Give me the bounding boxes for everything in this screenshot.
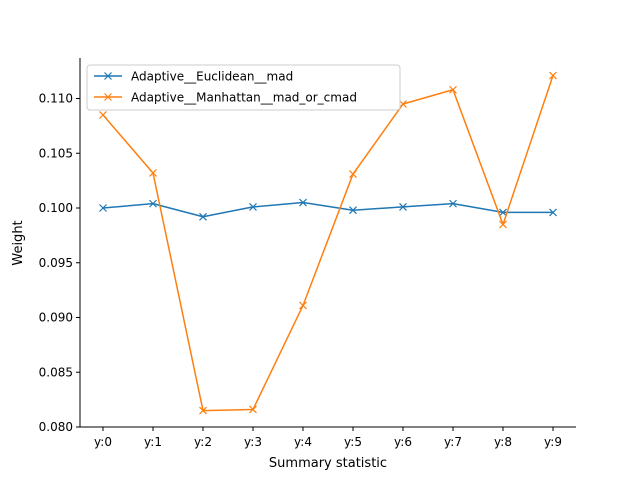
legend: Adaptive__Euclidean__mad Adaptive__Manhat… bbox=[86, 64, 401, 111]
data-point-marker bbox=[299, 301, 307, 310]
data-point-marker bbox=[99, 204, 107, 212]
legend-label-1: Adaptive__Euclidean__mad bbox=[131, 70, 293, 84]
data-point-marker bbox=[449, 85, 457, 94]
data-point-marker bbox=[349, 170, 357, 178]
x-tick-label: y:4 bbox=[294, 435, 312, 449]
y-tick-label: 0.085 bbox=[39, 365, 73, 379]
data-point-marker bbox=[499, 220, 507, 229]
legend-box bbox=[86, 64, 401, 111]
y-axis-label: Weight bbox=[11, 220, 26, 265]
data-point-marker bbox=[149, 199, 157, 208]
x-tick-label: y:5 bbox=[344, 435, 362, 449]
y-tick-label: 0.095 bbox=[39, 256, 73, 270]
x-tick-label: y:3 bbox=[244, 435, 262, 449]
data-point-marker bbox=[199, 212, 207, 221]
data-point-marker bbox=[349, 206, 357, 215]
data-point-marker bbox=[249, 405, 257, 414]
data-point-marker bbox=[299, 198, 307, 207]
data-point-marker bbox=[249, 202, 257, 211]
y-tick-label: 0.100 bbox=[39, 201, 73, 215]
series-line-2 bbox=[102, 75, 554, 412]
x-tick-label: y:9 bbox=[544, 435, 562, 449]
axes: y:0 y:1 y:2 y:3 y:4 y:5 y:6 y:7 y:8 y:9 0.080 0.085… bbox=[39, 58, 576, 449]
x-tick-label: y:1 bbox=[144, 435, 162, 449]
series-line-1 bbox=[102, 201, 553, 218]
data-point-marker bbox=[149, 169, 157, 177]
legend-label-2: Adaptive__Manhattan__mad_or_cmad bbox=[131, 91, 357, 105]
data-point-marker bbox=[549, 208, 557, 217]
series-lines bbox=[99, 71, 557, 415]
x-tick-label: y:8 bbox=[494, 435, 512, 449]
y-tick-label: 0.105 bbox=[39, 146, 73, 160]
y-tick-label: 0.080 bbox=[39, 420, 73, 434]
data-point-marker bbox=[399, 100, 407, 108]
y-tick-label: 0.110 bbox=[39, 92, 73, 106]
x-tick-label: y:7 bbox=[444, 435, 462, 449]
x-axis-label: Summary statistic bbox=[269, 456, 387, 471]
legend-marker-1 bbox=[104, 72, 112, 80]
data-point-marker bbox=[549, 71, 557, 80]
data-point-marker bbox=[99, 111, 107, 119]
data-point-marker bbox=[499, 208, 507, 217]
x-tick-label: y:6 bbox=[394, 435, 412, 449]
x-tick-label: y:2 bbox=[194, 435, 212, 449]
data-point-marker bbox=[199, 406, 207, 415]
legend-marker-2 bbox=[104, 93, 112, 101]
x-tick-label: y:0 bbox=[94, 435, 112, 449]
y-tick-label: 0.090 bbox=[39, 311, 73, 325]
data-point-marker bbox=[449, 199, 457, 208]
data-point-marker bbox=[399, 202, 407, 211]
